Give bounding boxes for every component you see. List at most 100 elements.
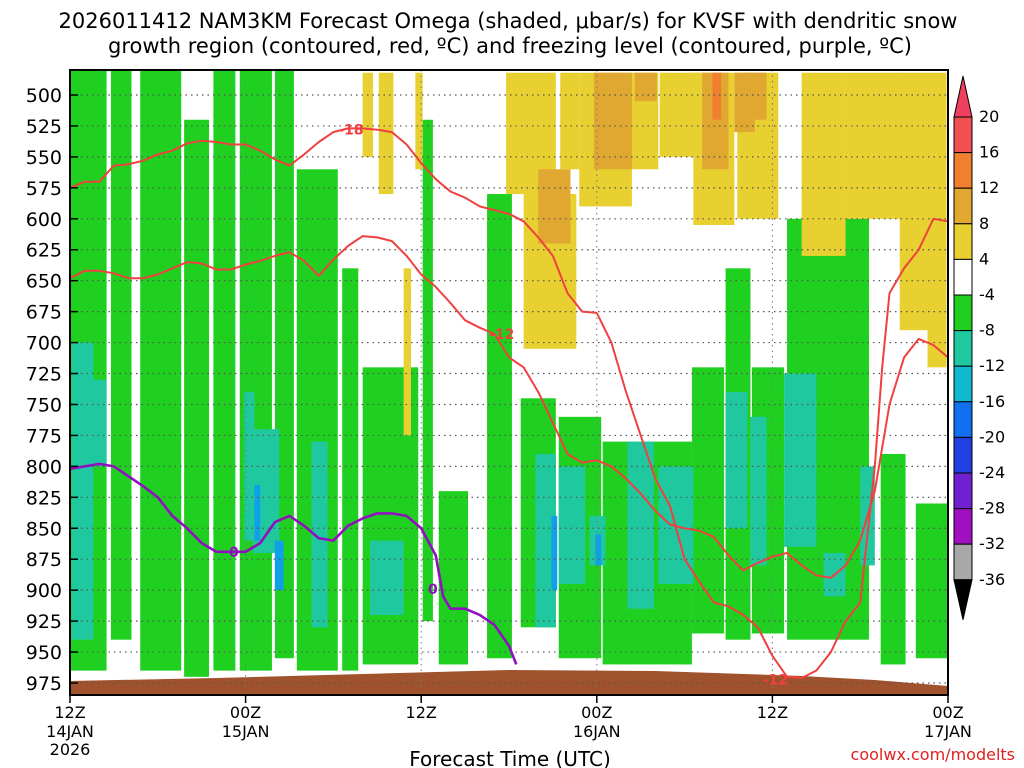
omega-shade-lightorange-1: [593, 72, 632, 170]
colorbar-segment-9: [953, 401, 973, 438]
omega-shade-blue-3: [595, 534, 602, 566]
y-tick-label-825: 825: [26, 487, 62, 509]
chart-title-line2: growth region (contoured, red, ºC) and f…: [108, 34, 912, 58]
colorbar-segment-5: [953, 258, 973, 296]
contour-label-1: -12: [489, 327, 514, 343]
omega-shade-orange-0: [712, 72, 722, 120]
omega-shading: [70, 70, 948, 677]
omega-shade-teal-11: [750, 416, 767, 566]
colorbar-segment-1: [953, 116, 973, 154]
omega-shade-yellow-13: [845, 72, 902, 219]
colorbar-label-4: 4: [979, 249, 989, 268]
grid-lines: [69, 70, 949, 695]
x-tick-label-time-24: 12Z: [406, 703, 437, 722]
colorbar-segment-7: [953, 330, 973, 367]
omega-shade-yellow-0: [362, 72, 373, 157]
omega-shade-green-6: [274, 70, 294, 659]
omega-shade-green-4: [213, 70, 236, 671]
contour-lines: [69, 127, 949, 679]
y-tick-label-850: 850: [26, 518, 62, 540]
chart-title-line1: 2026011412 NAM3KM Forecast Omega (shaded…: [59, 9, 958, 33]
y-tick-label-575: 575: [26, 178, 62, 200]
colorbar-segment-13: [953, 543, 973, 581]
omega-shade-lightorange-0: [538, 169, 571, 244]
colorbar-label-11: -28: [979, 499, 1005, 518]
y-tick-label-650: 650: [26, 271, 62, 293]
omega-shade-teal-12: [784, 373, 817, 547]
x-tick-label-date-36: 16JAN: [573, 722, 621, 741]
colorbar-label-1: 16: [979, 143, 999, 162]
y-tick-label-725: 725: [26, 364, 62, 386]
x-tick-label-time-60: 00Z: [932, 703, 963, 722]
colorbar-label-13: -36: [979, 570, 1005, 589]
contour-freezing-level: [69, 462, 518, 665]
y-tick-label-600: 600: [26, 209, 62, 231]
omega-shade-green-10: [422, 119, 433, 622]
omega-shade-blue-2: [274, 540, 284, 591]
colorbar-label-2: 12: [979, 178, 999, 197]
colorbar-label-6: -8: [979, 321, 995, 340]
y-axis: 500 525 550 575 600 625 650 675 700 725 750 775 800 8…: [26, 85, 78, 695]
omega-shade-teal-15: [91, 379, 107, 467]
omega-shade-teal-5: [535, 453, 556, 628]
omega-shade-green-3: [184, 119, 210, 677]
x-tick-label-date-12: 15JAN: [222, 722, 270, 741]
omega-shade-green-1: [110, 70, 132, 640]
y-tick-label-875: 875: [26, 549, 62, 571]
colorbar-label-12: -32: [979, 534, 1005, 553]
omega-shade-teal-8: [627, 441, 654, 609]
omega-shade-green-11: [438, 491, 469, 665]
colorbar-label-8: -16: [979, 392, 1005, 411]
contour-label-0: -18: [338, 123, 363, 139]
credit-text: coolwx.com/modelts: [851, 745, 1015, 764]
omega-shade-green-5: [239, 70, 272, 671]
contour-label-2: -12: [763, 672, 788, 688]
x-tick-label-date-60: 17JAN: [924, 722, 972, 741]
y-tick-label-950: 950: [26, 642, 62, 664]
omega-shade-yellow-12: [801, 72, 846, 256]
y-tick-label-900: 900: [26, 580, 62, 602]
y-tick-label-525: 525: [26, 116, 62, 138]
omega-shade-yellow-6: [560, 72, 580, 170]
y-tick-label-675: 675: [26, 302, 62, 324]
colorbar-label-9: -20: [979, 427, 1005, 446]
colorbar-label-3: 8: [979, 214, 989, 233]
x-tick-label-year-0: 2026: [50, 740, 91, 759]
y-tick-label-775: 775: [26, 425, 62, 447]
plot-area: -18 -12 -12 0 0: [69, 69, 949, 696]
contour-dgz-bottom: [69, 235, 949, 579]
omega-shade-yellow-2: [415, 72, 423, 170]
omega-shade-blue-1: [551, 515, 558, 591]
colorbar-label-7: -12: [979, 356, 1005, 375]
x-tick-label-time-12: 00Z: [230, 703, 261, 722]
omega-shade-green-8: [342, 268, 359, 671]
colorbar-top-arrow: [953, 75, 973, 118]
omega-shade-teal-3: [311, 441, 328, 628]
omega-shade-green-12: [487, 194, 512, 659]
omega-shade-teal-1: [244, 392, 255, 541]
contour-dgz-right: [595, 217, 949, 679]
omega-shade-yellow-14: [899, 72, 928, 331]
contour-label-3: 0: [229, 545, 239, 561]
omega-shade-teal-6: [558, 466, 586, 584]
y-tick-label-700: 700: [26, 333, 62, 355]
omega-shade-lightorange-2: [634, 72, 657, 102]
contour-label-4: 0: [428, 582, 438, 598]
colorbar: 20 16 12 8 4 -4 -8 -12 -16 -20 -24 -28 -32 -36: [953, 75, 1005, 620]
omega-shade-teal-0: [71, 342, 94, 640]
colorbar-segment-4: [953, 223, 973, 260]
y-tick-label-925: 925: [26, 611, 62, 633]
y-tick-label-550: 550: [26, 147, 62, 169]
x-tick-label-time-36: 00Z: [581, 703, 612, 722]
colorbar-segment-8: [953, 365, 973, 403]
x-tick-label-time-0: 12Z: [54, 703, 85, 722]
colorbar-segment-10: [953, 436, 973, 474]
colorbar-segment-11: [953, 472, 973, 510]
y-tick-label-975: 975: [26, 673, 62, 695]
plot-frame: [69, 69, 949, 696]
colorbar-segment-6: [953, 294, 973, 332]
y-tick-label-800: 800: [26, 456, 62, 478]
colorbar-segment-2: [953, 152, 973, 189]
omega-shade-blue-0: [254, 484, 261, 541]
